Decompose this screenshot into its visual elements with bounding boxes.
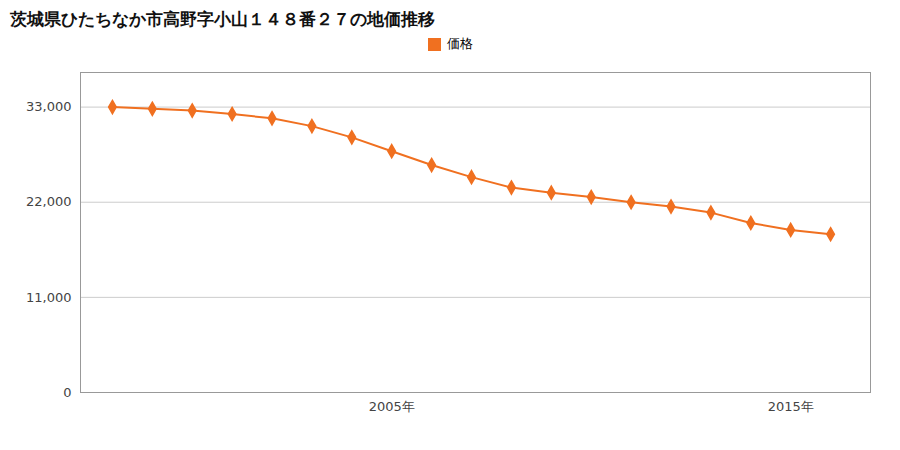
html-text:茨城県ひたちなか市高野字小山１４８番２７の地価推移: 茨城県ひたちなか市高野字小山１４８番２７の地価推移 — [10, 9, 435, 29]
svg-text:33,000: 33,000 — [26, 99, 72, 114]
svg-text:0: 0 — [63, 385, 71, 400]
svg-text:22,000: 22,000 — [26, 194, 72, 209]
svg-text:11,000: 11,000 — [26, 290, 72, 305]
svg-text:2005年: 2005年 — [369, 399, 415, 414]
svg-text:2015年: 2015年 — [768, 399, 814, 414]
html-text:価格: 価格 — [446, 36, 473, 51]
